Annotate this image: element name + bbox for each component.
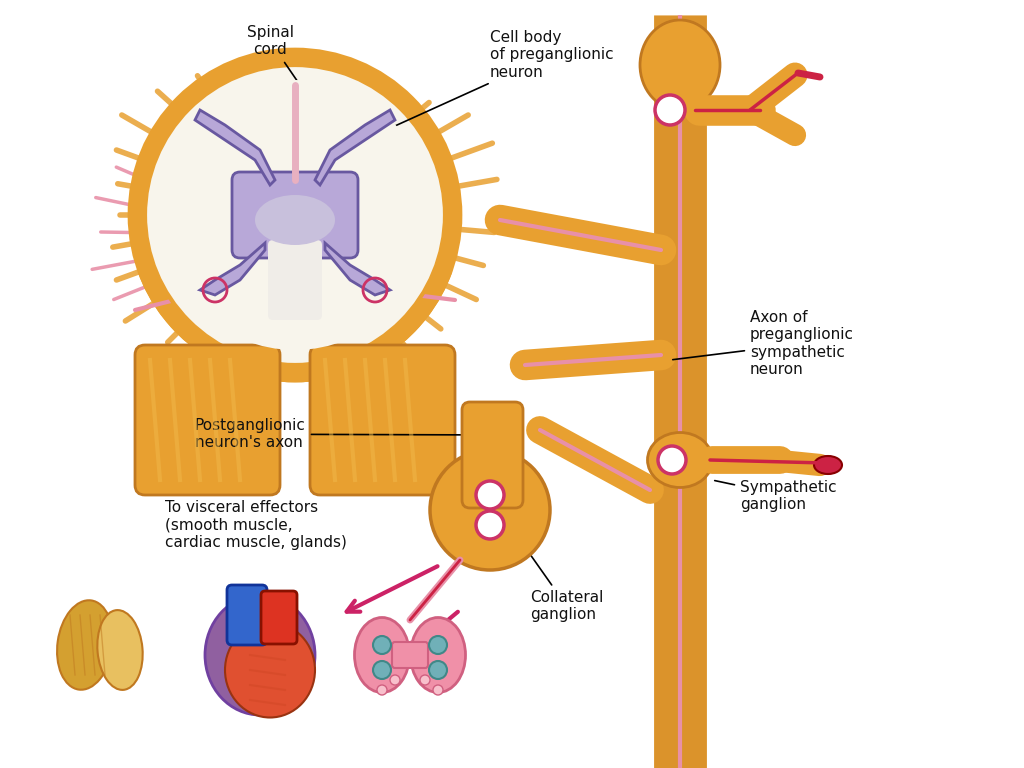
FancyBboxPatch shape bbox=[227, 585, 267, 645]
Text: To visceral effectors
(smooth muscle,
cardiac muscle, glands): To visceral effectors (smooth muscle, ca… bbox=[165, 500, 347, 550]
Circle shape bbox=[420, 675, 430, 685]
Polygon shape bbox=[195, 110, 275, 185]
FancyBboxPatch shape bbox=[135, 345, 280, 495]
Ellipse shape bbox=[97, 610, 142, 690]
Ellipse shape bbox=[647, 432, 713, 488]
Text: Collateral
ganglion: Collateral ganglion bbox=[521, 542, 603, 622]
Circle shape bbox=[429, 661, 447, 679]
Circle shape bbox=[145, 65, 445, 365]
FancyBboxPatch shape bbox=[232, 172, 358, 258]
FancyBboxPatch shape bbox=[392, 642, 428, 668]
Ellipse shape bbox=[205, 595, 315, 715]
Circle shape bbox=[373, 661, 391, 679]
Text: Sympathetic
ganglion: Sympathetic ganglion bbox=[715, 480, 837, 512]
Text: Spinal
cord: Spinal cord bbox=[247, 25, 298, 83]
Ellipse shape bbox=[430, 450, 550, 570]
FancyBboxPatch shape bbox=[310, 345, 455, 495]
Ellipse shape bbox=[640, 20, 720, 110]
Circle shape bbox=[160, 80, 430, 350]
Ellipse shape bbox=[255, 195, 335, 245]
Ellipse shape bbox=[354, 617, 410, 693]
Polygon shape bbox=[325, 243, 390, 295]
Ellipse shape bbox=[814, 456, 842, 474]
Polygon shape bbox=[200, 243, 265, 295]
Circle shape bbox=[373, 636, 391, 654]
Ellipse shape bbox=[411, 617, 466, 693]
Text: Postganglionic
neuron's axon: Postganglionic neuron's axon bbox=[195, 418, 502, 450]
Ellipse shape bbox=[225, 623, 315, 717]
Text: Cell body
of preganglionic
neuron: Cell body of preganglionic neuron bbox=[378, 30, 613, 134]
FancyBboxPatch shape bbox=[462, 402, 523, 508]
Circle shape bbox=[476, 511, 504, 539]
Circle shape bbox=[390, 675, 400, 685]
Circle shape bbox=[476, 481, 504, 509]
Ellipse shape bbox=[57, 601, 113, 690]
Circle shape bbox=[429, 636, 447, 654]
Circle shape bbox=[655, 95, 685, 125]
Circle shape bbox=[658, 446, 686, 474]
Text: Axon of
preganglionic
sympathetic
neuron: Axon of preganglionic sympathetic neuron bbox=[673, 310, 854, 377]
FancyBboxPatch shape bbox=[268, 240, 322, 320]
FancyBboxPatch shape bbox=[261, 591, 297, 644]
Polygon shape bbox=[315, 110, 395, 185]
Circle shape bbox=[433, 685, 443, 695]
Circle shape bbox=[377, 685, 387, 695]
